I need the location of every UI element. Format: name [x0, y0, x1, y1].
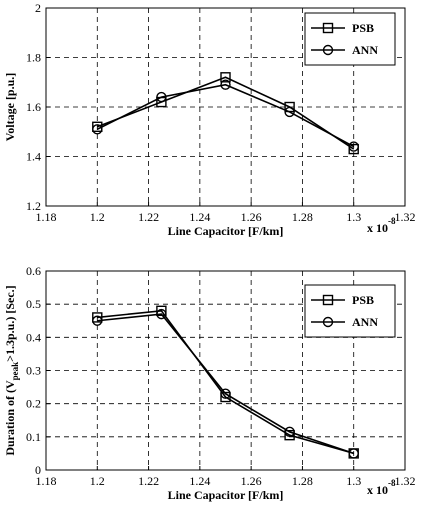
y-axis-label-main: Duration of (V — [3, 380, 17, 456]
y-tick-label: 0.5 — [26, 297, 41, 311]
y-axis-label: Duration of (Vpeak>1.3p.u.) [Sec.] — [3, 285, 20, 455]
y-tick-label: 1.2 — [26, 199, 41, 213]
x-exponent: x 10-8 — [367, 216, 396, 235]
y-tick-label: 1.6 — [26, 100, 41, 114]
y-axis-label: Voltage [p.u.] — [3, 73, 17, 142]
x-tick-label: 1.3 — [346, 210, 361, 224]
legend-marker-psb — [322, 22, 334, 34]
y-tick-label: 0.3 — [26, 364, 41, 378]
data-point-ann — [92, 315, 103, 326]
legend-label-psb: PSB — [352, 293, 374, 307]
x-tick-label: 1.3 — [346, 474, 361, 488]
series-line-psb — [96, 76, 355, 150]
series-line-ann — [97, 313, 354, 455]
data-point-ann — [92, 124, 103, 135]
data-point-ann — [220, 388, 231, 399]
data-point-ann — [348, 448, 359, 459]
legend-marker-ann — [322, 316, 334, 328]
legend-marker-psb — [322, 294, 334, 306]
data-point-ann — [156, 91, 167, 103]
legend: PSB ANN — [304, 12, 396, 66]
y-tick-label: 0.1 — [26, 430, 41, 444]
y-tick-label: 0.2 — [26, 397, 41, 411]
x-exponent-power: -8 — [388, 478, 396, 488]
x-tick-label: 1.18 — [36, 474, 57, 488]
x-tick-label: 1.24 — [189, 474, 210, 488]
y-axis-label-tail: >1.3p.u.) [Sec.] — [3, 285, 17, 362]
y-tick-label: 0.6 — [26, 264, 41, 278]
x-tick-label: 1.32 — [395, 474, 416, 488]
x-tick-label: 1.24 — [189, 210, 210, 224]
x-exponent: x 10-8 — [367, 478, 396, 497]
x-tick-label: 1.22 — [138, 210, 159, 224]
x-tick-label: 1.26 — [241, 474, 262, 488]
legend-label-psb: PSB — [352, 21, 374, 35]
x-axis-label: Line Capacitor [F/km] — [168, 488, 284, 502]
data-point-ann — [284, 106, 295, 118]
data-point-ann — [156, 308, 167, 320]
x-tick-label: 1.2 — [90, 474, 105, 488]
data-point-psb — [220, 72, 231, 83]
x-tick-label: 1.18 — [36, 210, 57, 224]
y-tick-label: 0 — [35, 463, 41, 477]
x-tick-label: 1.26 — [241, 210, 262, 224]
data-point-ann — [284, 426, 295, 438]
y-tick-label: 1.4 — [26, 150, 41, 164]
y-axis-label-main: Voltage [p.u.] — [3, 73, 17, 142]
y-axis-label-subscript: peak — [10, 362, 20, 381]
legend-marker-ann — [322, 44, 334, 56]
y-tick-label: 0.4 — [26, 330, 41, 344]
data-point-psb — [284, 429, 295, 441]
x-tick-label: 1.28 — [292, 474, 313, 488]
legend-box — [304, 284, 396, 338]
series-line-ann — [96, 83, 355, 148]
legend-box — [304, 12, 396, 66]
series-line-psb — [97, 309, 354, 455]
legend-label-ann: ANN — [352, 315, 378, 329]
x-exponent-power: -8 — [388, 216, 396, 226]
chart-2: 1.18 1.2 1.22 1.24 1.26 1.28 1.3 1.32 0 0.1 0.2 0.3… — [3, 264, 416, 502]
y-tick-label: 2 — [35, 1, 41, 15]
legend: PSB ANN — [304, 284, 396, 338]
data-point-ann — [348, 141, 359, 152]
y-tick-label: 1.8 — [26, 51, 41, 65]
x-tick-label: 1.22 — [138, 474, 159, 488]
x-tick-label: 1.32 — [395, 210, 416, 224]
chart-1: 1.18 1.2 1.22 1.24 1.26 1.28 1.3 1.321.21.41.61… — [3, 1, 416, 238]
x-axis-label: Line Capacitor [F/km] — [168, 224, 284, 238]
legend-label-ann: ANN — [352, 43, 378, 57]
x-tick-label: 1.28 — [292, 210, 313, 224]
data-point-psb — [92, 312, 103, 323]
x-tick-label: 1.2 — [90, 210, 105, 224]
data-point-ann — [220, 79, 231, 90]
